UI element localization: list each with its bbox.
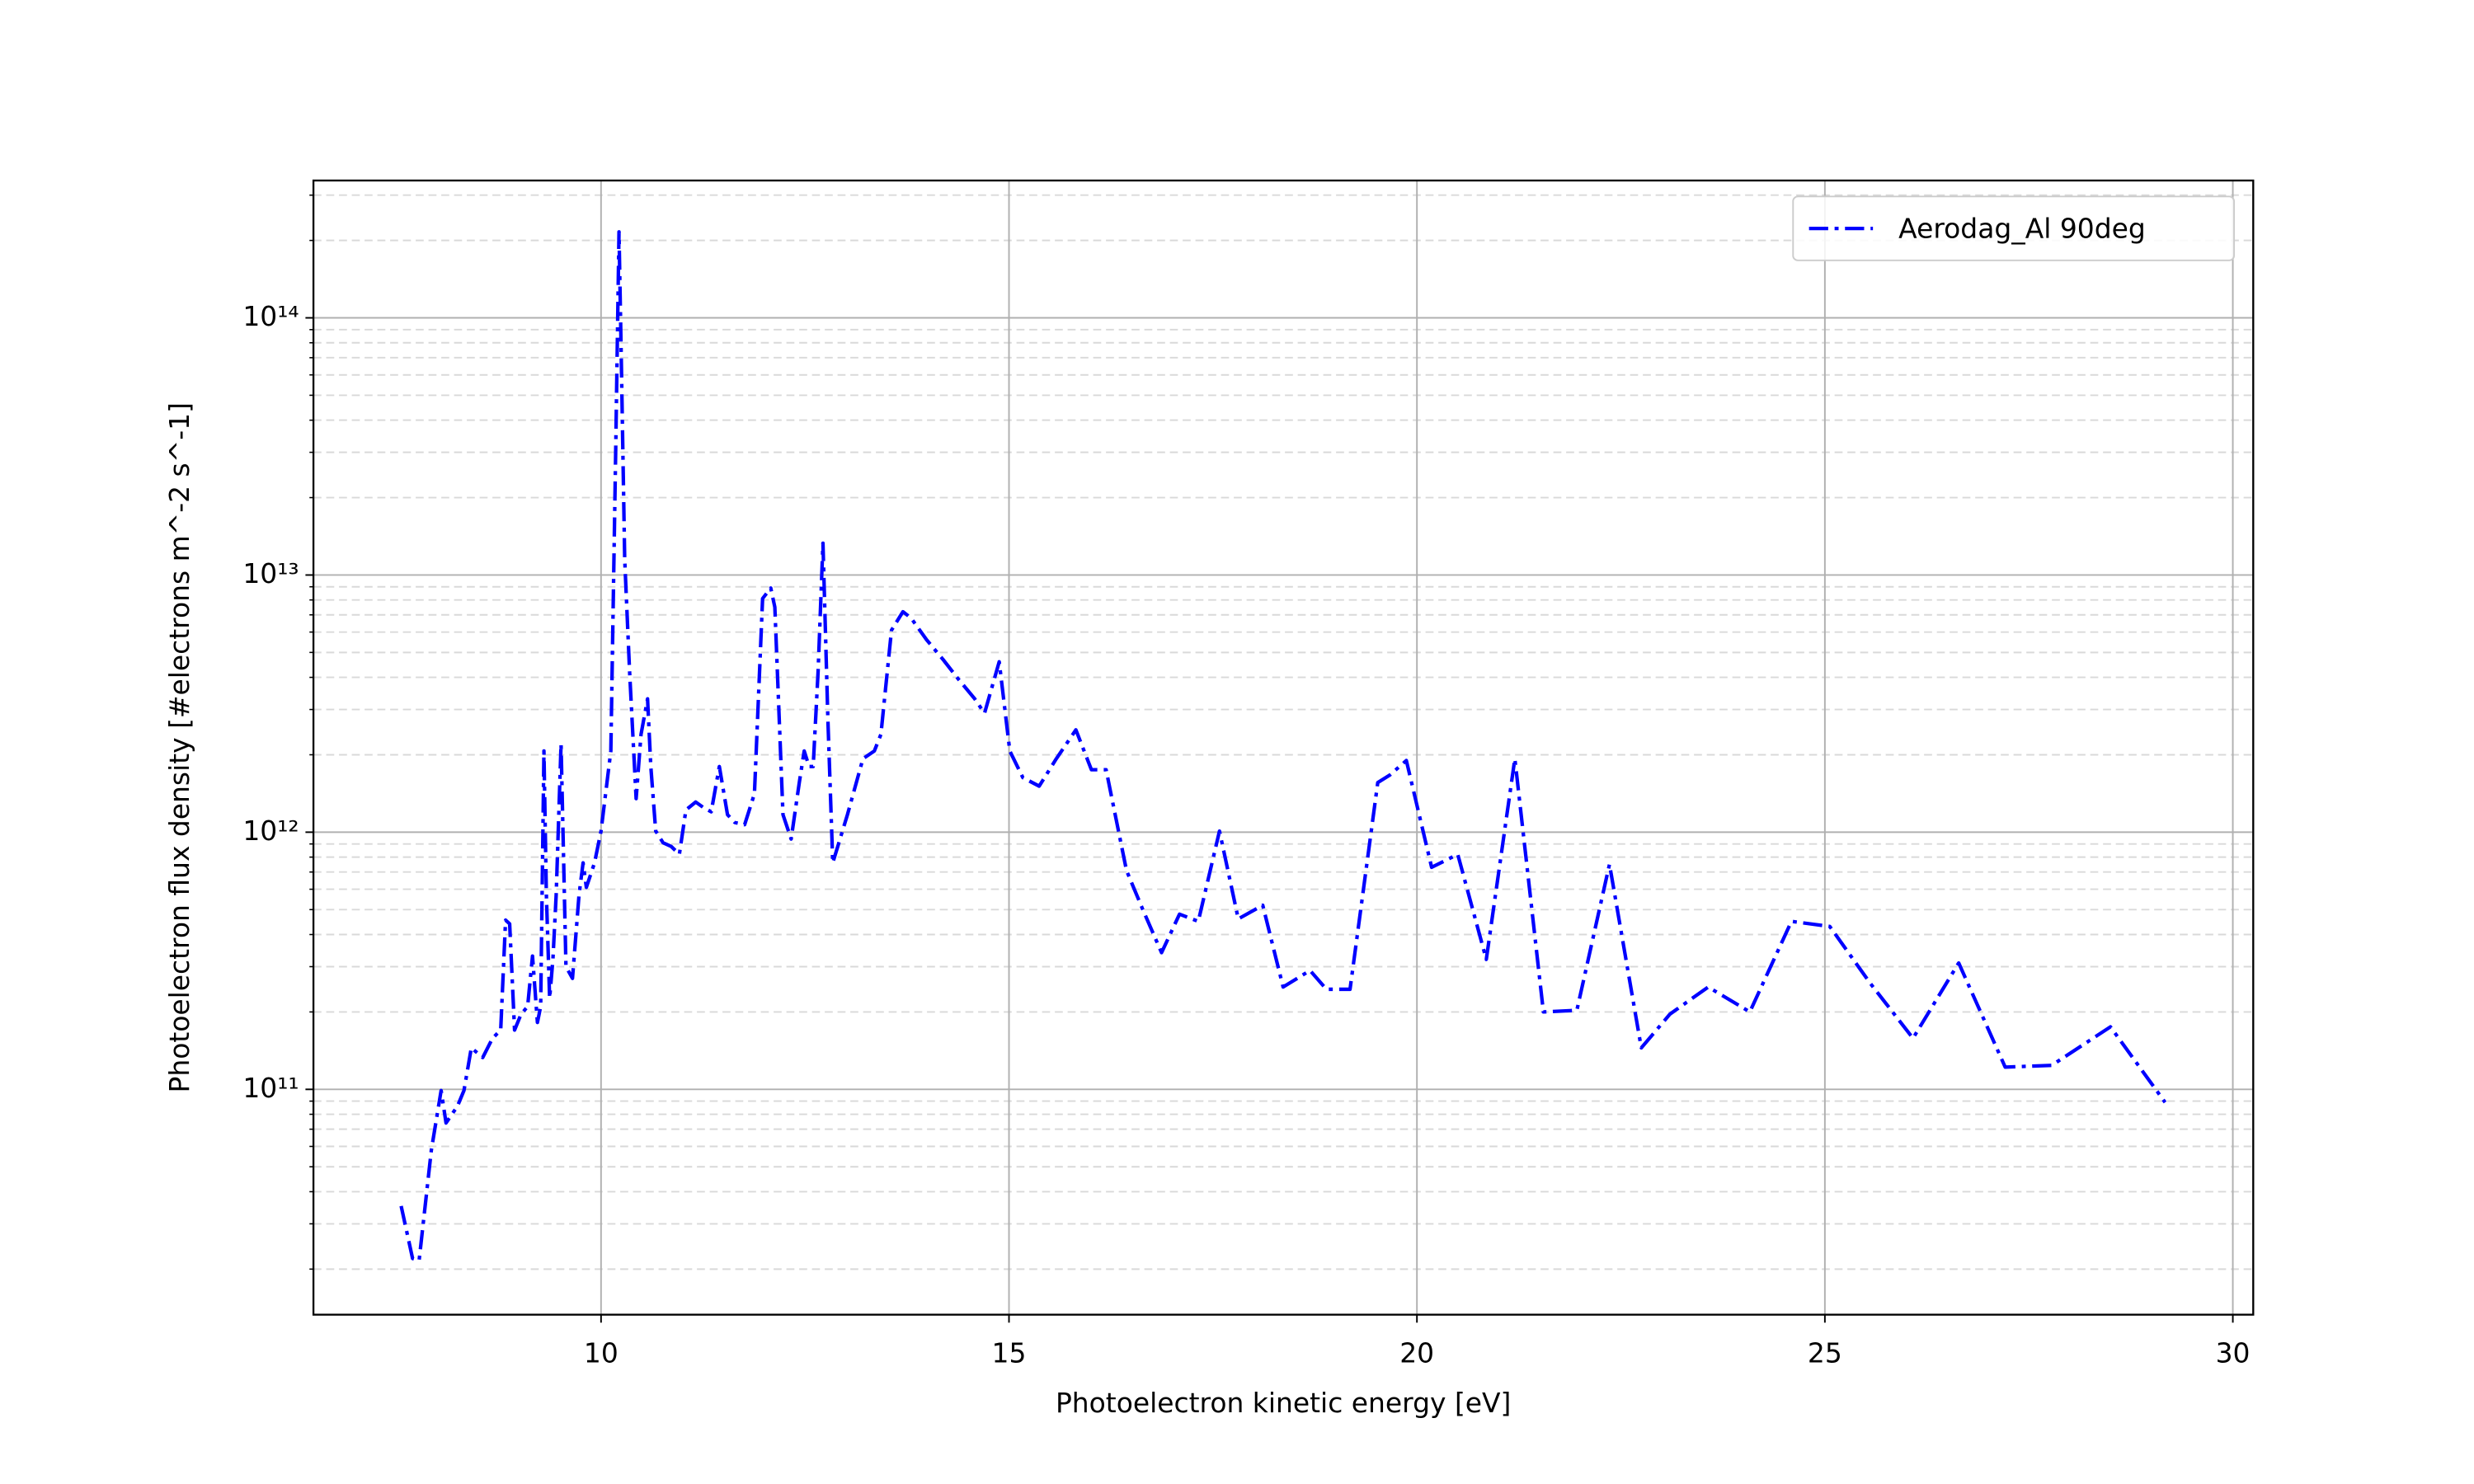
x-tick-label: 10: [584, 1337, 618, 1369]
legend-label: Aerodag_Al 90deg: [1898, 213, 2146, 245]
data-line: [399, 230, 2167, 1263]
x-tick-label: 30: [2216, 1337, 2251, 1369]
x-tick-label: 25: [1808, 1337, 1842, 1369]
axes-frame: [312, 179, 2255, 1316]
y-tick-label: 10¹⁴: [242, 300, 299, 332]
y-axis-label: Photoelectron flux density [#electrons m…: [163, 402, 195, 1092]
legend-box: [1792, 195, 2236, 261]
grid: [313, 180, 2254, 1315]
y-tick-label: 10¹²: [242, 815, 299, 847]
plot-area: [399, 230, 2167, 1263]
x-tick-label: 20: [1399, 1337, 1434, 1369]
y-tick-label: 10¹³: [242, 557, 299, 589]
x-tick-label: 15: [992, 1337, 1027, 1369]
y-tick-label: 10¹¹: [242, 1072, 299, 1104]
legend: Aerodag_Al 90deg: [1792, 195, 2236, 261]
x-axis-label: Photoelectron kinetic energy [eV]: [1056, 1387, 1511, 1419]
